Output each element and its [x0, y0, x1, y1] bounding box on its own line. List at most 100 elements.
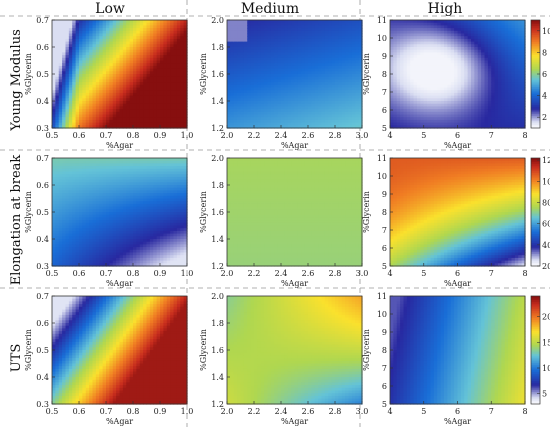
heatmap-cell	[247, 49, 252, 53]
heatmap-cell	[52, 182, 56, 186]
heatmap-cell	[284, 65, 289, 70]
heatmap-cell	[116, 79, 121, 83]
heatmap-cell	[314, 109, 319, 113]
heatmap-cell	[129, 84, 134, 89]
heatmap-cell	[304, 87, 309, 91]
heatmap-cell	[109, 111, 114, 116]
heatmap-cell	[406, 101, 411, 105]
y-tick-label: 0.4	[36, 97, 49, 106]
heatmap-cell	[75, 38, 80, 43]
heatmap-cell	[277, 68, 282, 72]
heatmap-cell	[294, 117, 299, 121]
heatmap-cell	[170, 74, 175, 78]
heatmap-cell	[143, 101, 148, 105]
heatmap-cell	[328, 111, 333, 116]
heatmap-cell	[294, 101, 299, 105]
heatmap-cell	[491, 47, 496, 51]
heatmap-cell	[447, 76, 452, 80]
heatmap-cell	[156, 74, 161, 78]
heatmap-cell	[447, 103, 452, 107]
heatmap-cell	[99, 82, 104, 86]
heatmap-cell	[52, 52, 56, 56]
heatmap-cell	[484, 74, 489, 78]
heatmap-cell	[321, 117, 326, 121]
heatmap-cell	[92, 65, 97, 70]
heatmap-cell	[146, 36, 151, 40]
heatmap-cell	[406, 76, 411, 80]
heatmap-cell	[85, 22, 90, 26]
y-tick-label: 1.2	[211, 124, 224, 133]
heatmap-cell	[471, 87, 475, 91]
heatmap-cell	[72, 63, 77, 67]
heatmap-cell	[471, 55, 475, 59]
heatmap-cell	[457, 90, 462, 94]
heatmap-cell	[85, 49, 90, 53]
heatmap-cell	[338, 109, 343, 113]
heatmap-cell	[146, 122, 151, 126]
heatmap-cell	[233, 25, 238, 29]
heatmap-cell	[270, 33, 275, 37]
heatmap-cell	[400, 76, 405, 80]
heatmap-cell	[474, 111, 479, 116]
heatmap-cell	[396, 47, 401, 51]
heatmap-cell	[338, 28, 343, 32]
heatmap-cell	[176, 38, 181, 43]
heatmap-cell	[321, 55, 326, 59]
heatmap-cell	[521, 41, 526, 45]
heatmap-cell	[508, 76, 513, 80]
heatmap-cell	[321, 57, 326, 62]
heatmap-cell	[301, 101, 306, 105]
heatmap-cell	[180, 71, 185, 75]
heatmap-cell	[508, 30, 513, 35]
heatmap-cell	[355, 117, 360, 121]
heatmap-cell	[170, 25, 175, 29]
heatmap-cell	[348, 33, 353, 37]
y-tick-label: 5	[382, 124, 387, 133]
heatmap-cell	[297, 55, 302, 59]
heatmap-cell	[126, 33, 131, 37]
heatmap-cell	[250, 44, 255, 48]
heatmap-cell	[308, 30, 312, 35]
heatmap-cell	[250, 125, 255, 129]
heatmap-cell	[331, 111, 336, 116]
colorbar-segment	[531, 36, 540, 39]
heatmap-cell	[518, 49, 523, 53]
heatmap-cell	[508, 122, 513, 126]
heatmap-cell	[250, 52, 255, 56]
heatmap-cell	[430, 95, 435, 99]
heatmap-cell	[518, 106, 523, 110]
heatmap-cell	[129, 44, 134, 48]
heatmap-cell	[514, 55, 519, 59]
heatmap-cell	[294, 33, 299, 37]
heatmap-cell	[521, 103, 526, 107]
heatmap-cell	[440, 30, 445, 35]
heatmap-cell	[318, 65, 323, 70]
heatmap-cell	[136, 63, 141, 67]
heatmap-cell	[163, 87, 168, 91]
heatmap-cell	[304, 98, 309, 102]
heatmap-cell	[406, 49, 411, 53]
heatmap-cell	[65, 122, 70, 126]
heatmap-cell	[430, 38, 435, 43]
heatmap-cell	[166, 55, 171, 59]
y-tick-label: 8	[382, 70, 387, 79]
heatmap-cell	[420, 117, 425, 121]
heatmap-cell	[133, 98, 137, 102]
heatmap-cell	[311, 25, 316, 29]
heatmap-cell	[264, 119, 269, 124]
heatmap-cell	[89, 106, 94, 110]
heatmap-cell	[139, 38, 144, 43]
heatmap-cell	[308, 114, 312, 118]
heatmap-cell	[433, 114, 438, 118]
heatmap-cell	[55, 90, 60, 94]
heatmap-cell	[166, 63, 171, 67]
heatmap-cell	[331, 38, 336, 43]
heatmap-cell	[260, 119, 265, 124]
heatmap-cell	[450, 63, 455, 67]
y-tick-label: 7	[382, 88, 387, 97]
heatmap-cell	[122, 60, 127, 64]
heatmap-cell	[297, 68, 302, 72]
heatmap-cell	[291, 122, 296, 126]
heatmap-cell	[240, 92, 245, 97]
heatmap-cell	[304, 103, 309, 107]
